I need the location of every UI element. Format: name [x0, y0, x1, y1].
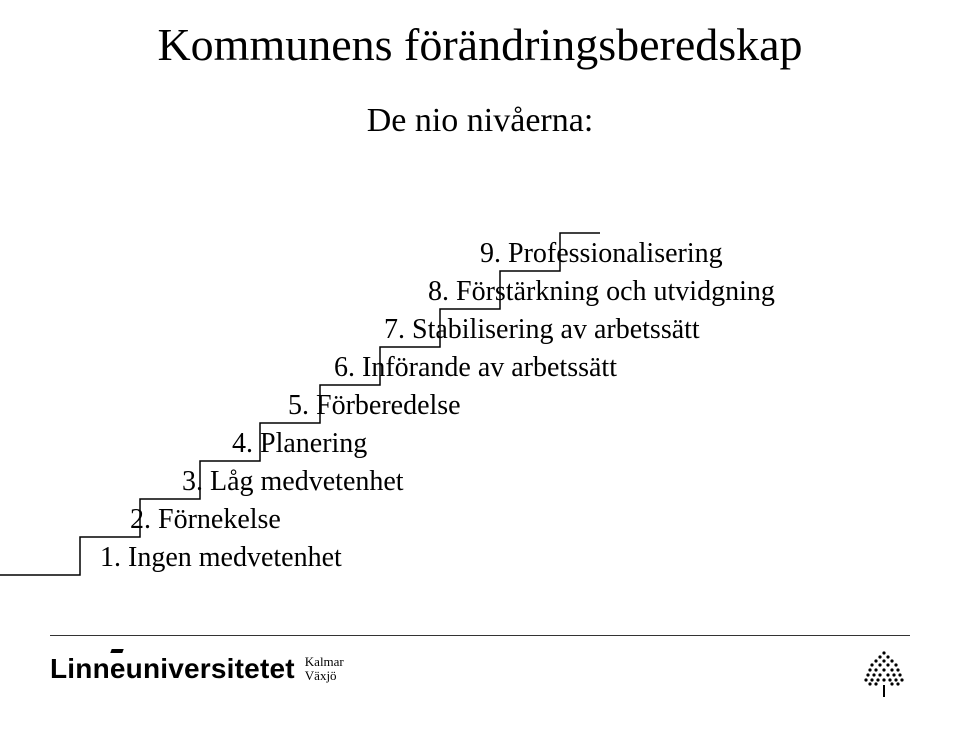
page-title: Kommunens förändringsberedskap	[0, 18, 960, 71]
page-subtitle: De nio nivåerna:	[0, 102, 960, 140]
step-label-6: 6. Införande av arbetssätt	[334, 352, 617, 384]
tree-icon	[858, 647, 910, 704]
staircase-diagram: 1. Ingen medvetenhet 2. Förnekelse 3. Låg …	[0, 180, 960, 600]
slide: Kommunens förändringsberedskap De nio ni…	[0, 0, 960, 745]
logo-cities: Kalmar Växjö	[305, 655, 344, 684]
logo-city-1: Kalmar	[305, 655, 344, 669]
footer-rule	[50, 635, 910, 636]
step-label-3: 3. Låg medvetenhet	[182, 466, 404, 498]
step-label-7: 7. Stabilisering av arbetssätt	[384, 314, 700, 346]
logo-city-2: Växjö	[305, 669, 344, 683]
step-label-8: 8. Förstärkning och utvidgning	[428, 276, 775, 308]
step-label-1: 1. Ingen medvetenhet	[100, 542, 342, 574]
footer: Linneuniversitetet Kalmar Växjö	[50, 635, 910, 715]
step-label-4: 4. Planering	[232, 428, 367, 460]
step-label-5: 5. Förberedelse	[288, 390, 461, 422]
university-logo: Linneuniversitetet Kalmar Växjö	[50, 653, 344, 685]
logo-wordmark: Linneuniversitetet	[50, 653, 295, 685]
step-label-9: 9. Professionalisering	[480, 238, 723, 270]
step-label-2: 2. Förnekelse	[130, 504, 281, 536]
